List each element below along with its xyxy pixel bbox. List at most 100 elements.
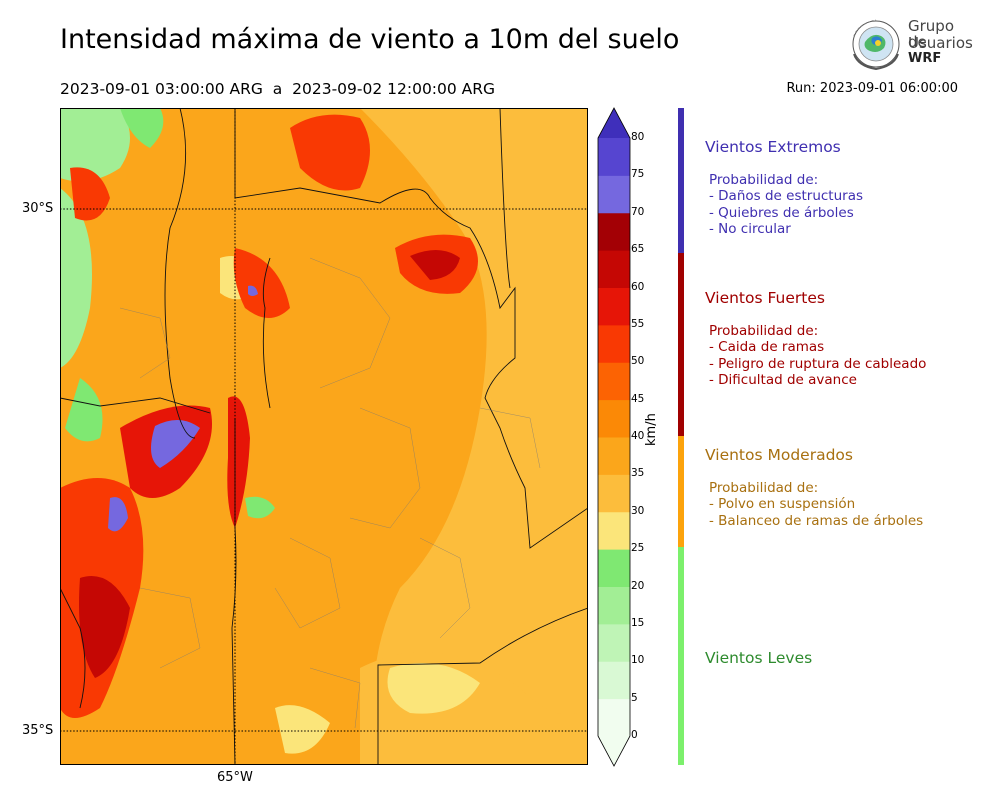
category-bar-light [678,547,684,765]
desc-line: Probabilidad de: [709,323,819,339]
desc-line: - Polvo en suspensión [709,496,856,513]
dept-line-1 [309,257,391,389]
run-timestamp: Run: 2023-09-01 06:00:00 [786,81,958,96]
category-desc-strong: Probabilidad de: - Caida de ramas - Peli… [709,323,926,388]
colorbar [597,107,631,767]
dept-line-6 [139,587,201,669]
border-1 [164,108,196,439]
colorbar-tick-label: 30 [631,504,645,517]
colorbar-cell [598,399,630,438]
desc-line: - Caida de ramas [709,339,825,356]
border-5 [231,418,237,765]
border-3 [499,108,511,289]
colorbar-tick-label: 0 [631,729,638,741]
colorbar-extend-max [598,108,630,138]
colorbar-tick-label: 80 [631,131,645,143]
colorbar-cell [598,474,630,513]
colorbar-tick-label: 25 [631,542,645,555]
logo-text-line3: WRF [908,51,942,66]
field-red-sw-core [79,576,130,678]
logo-text-line2: Usuarios [908,34,973,52]
dept-line-7 [309,667,361,729]
desc-line: - Dificultad de avance [709,371,857,388]
colorbar-tick-label: 45 [631,392,645,405]
colorbar-cell [598,698,630,737]
colorbar-cell [598,437,630,475]
colorbar-cell [598,287,630,326]
category-bar-extreme [678,108,684,253]
colorbar-tick-label: 20 [631,579,645,592]
colorbar-extend-min [598,736,630,766]
field-25-30-patch1 [387,663,480,714]
border-2 [234,108,588,549]
field-extreme-2 [108,497,128,532]
colorbar-tick-label: 75 [631,168,645,181]
field-extreme-1 [151,419,200,468]
map-frame [60,108,588,765]
colorbar-cell [598,511,630,550]
lat-label-30s: 30°S [22,201,54,216]
dept-line-8 [479,407,541,469]
field-red-center [233,248,290,318]
colorbar-cell [598,362,630,401]
colorbar-tick-label: 10 [631,654,645,667]
field-green-north [120,108,164,148]
wind-map [60,108,588,765]
desc-line: - Balanceo de ramas de árboles [709,512,924,529]
dept-line-5 [119,307,171,379]
category-title-light: Vientos Leves [705,649,813,667]
colorbar-outline [597,107,631,767]
field-green-mid [65,378,103,442]
chart-title: Intensidad máxima de viento a 10m del su… [60,24,680,55]
colorbar-cell [598,212,630,251]
lat-label-35s: 35°S [22,723,54,738]
department-borders [119,257,541,729]
category-title-moderate: Vientos Moderados [705,446,853,464]
logo-text-line1: Grupo de [908,17,954,51]
colorbar-cells [597,107,631,767]
lon-label-65w: 65°W [217,770,253,785]
desc-line: - Daños de estructuras [709,188,864,205]
colorbar-tick-label: 35 [631,467,645,480]
category-bar-moderate [678,436,684,547]
border-7 [60,587,86,709]
desc-line: - No circular [709,220,791,237]
field-green-nw [60,108,130,182]
colorbar-cell [598,549,630,587]
field-red-meridian [227,396,250,528]
province-borders [60,108,588,765]
colorbar-cell [598,623,630,662]
colorbar-tick-label: 70 [631,205,645,218]
colorbar-tick-label: 40 [631,430,645,442]
valid-period: 2023-09-01 03:00:00 ARG a 2023-09-02 12:… [60,80,496,98]
desc-line: - Peligro de ruptura de cableado [709,355,927,372]
category-title-extreme: Vientos Extremos [705,138,841,156]
colorbar-cell [598,586,630,625]
field-25-30-patch2 [275,705,330,754]
colorbar-tick-label: 60 [631,280,645,293]
wrf-logo: Grupo de Usuarios WRF [848,16,973,72]
border-8 [262,257,271,409]
colorbar-cell [598,250,630,288]
dept-line-2 [349,407,421,529]
colorbar-cell [598,138,630,176]
desc-line: - Quiebres de árboles [709,204,854,221]
field-green-center [245,496,275,519]
dept-line-3 [274,537,341,629]
colorbar-tick-label: 50 [631,355,645,368]
field-red-ne-core [410,249,460,280]
desc-line: Probabilidad de: [709,480,819,496]
category-bar-strong [678,253,684,436]
dept-line-4 [419,537,471,639]
border-4 [60,397,211,414]
colorbar-cell [598,661,630,700]
colorbar-tick-label: 65 [631,243,645,256]
border-6 [377,607,588,765]
colorbar-tick-label: 15 [631,616,645,629]
globe-seal-icon [852,19,900,71]
category-desc-extreme: Probabilidad de: - Daños de estructuras … [709,172,863,237]
field-red-north [290,114,370,191]
colorbar-unit: km/h [644,413,659,446]
colorbar-tick-label: 5 [631,691,638,704]
desc-line: Probabilidad de: [709,172,819,188]
